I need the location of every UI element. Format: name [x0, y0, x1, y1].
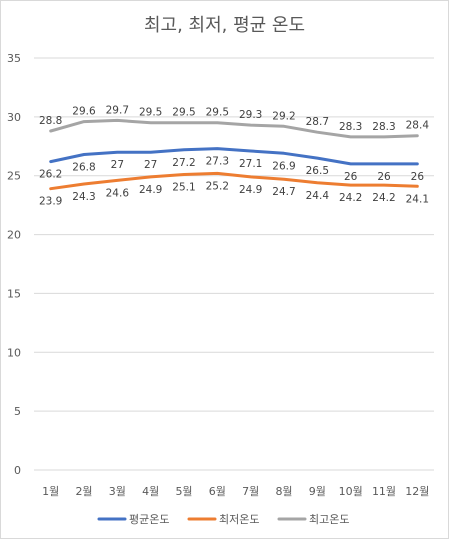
data-label-s1-3: 24.6 — [106, 187, 130, 199]
data-label-s1-6: 25.2 — [206, 180, 229, 192]
x-tick-label-12: 12월 — [405, 485, 429, 498]
data-label-s2-11: 28.3 — [372, 121, 395, 133]
data-label-s1-8: 24.7 — [272, 186, 295, 198]
x-tick-label-5: 5월 — [175, 485, 192, 498]
data-label-s2-10: 28.3 — [339, 121, 362, 133]
y-tick-label-15: 15 — [7, 287, 21, 300]
data-label-s0-5: 27.2 — [172, 157, 195, 169]
data-label-s1-9: 24.4 — [306, 190, 330, 202]
data-label-s2-6: 29.5 — [206, 107, 229, 119]
data-label-s0-12: 26 — [411, 171, 425, 183]
x-tick-label-9: 9월 — [309, 485, 326, 498]
data-label-s1-11: 24.2 — [372, 192, 395, 204]
legend-label-0: 평균온도 — [129, 513, 169, 526]
data-label-s2-2: 29.6 — [72, 106, 96, 118]
data-label-s0-6: 27.3 — [206, 156, 229, 168]
data-label-s0-1: 26.2 — [39, 169, 62, 181]
data-label-s2-8: 29.2 — [272, 110, 295, 122]
data-label-s0-4: 27 — [144, 159, 157, 171]
data-label-s2-12: 28.4 — [406, 120, 430, 132]
chart-title: 최고, 최저, 평균 온도 — [143, 15, 306, 36]
y-tick-label-25: 25 — [7, 170, 21, 183]
data-label-s1-10: 24.2 — [339, 192, 362, 204]
y-tick-label-35: 35 — [7, 52, 21, 65]
data-label-s1-12: 24.1 — [406, 193, 429, 205]
x-tick-label-4: 4월 — [142, 485, 159, 498]
x-tick-label-1: 1월 — [42, 485, 59, 498]
data-label-s0-9: 26.5 — [306, 165, 329, 177]
data-label-s2-1: 28.8 — [39, 115, 62, 127]
data-label-s1-7: 24.9 — [239, 184, 262, 196]
y-tick-label-20: 20 — [7, 229, 21, 242]
y-tick-label-5: 5 — [14, 405, 21, 418]
x-tick-label-10: 10월 — [339, 485, 363, 498]
data-label-s2-4: 29.5 — [139, 107, 162, 119]
data-label-s1-2: 24.3 — [72, 191, 95, 203]
series-line-1 — [49, 171, 419, 191]
data-label-s0-3: 27 — [111, 159, 124, 171]
data-label-s1-1: 23.9 — [39, 196, 62, 208]
legend-label-2: 최고온도 — [309, 513, 349, 526]
data-label-s2-7: 29.3 — [239, 109, 262, 121]
y-tick-label-30: 30 — [7, 111, 21, 124]
y-tick-label-0: 0 — [14, 464, 21, 477]
x-tick-label-11: 11월 — [372, 485, 396, 498]
x-tick-label-2: 2월 — [75, 485, 92, 498]
x-tick-label-8: 8월 — [275, 485, 292, 498]
data-label-s2-5: 29.5 — [172, 107, 195, 119]
data-label-s2-9: 28.7 — [306, 116, 329, 128]
data-label-s0-8: 26.9 — [272, 160, 295, 172]
x-tick-label-6: 6월 — [209, 485, 226, 498]
data-label-s0-10: 26 — [344, 171, 358, 183]
series-line-0 — [49, 147, 419, 166]
x-tick-label-7: 7월 — [242, 485, 259, 498]
y-tick-label-10: 10 — [7, 346, 21, 359]
data-label-s2-3: 29.7 — [106, 104, 129, 116]
series-line-2 — [49, 118, 419, 139]
data-label-s0-7: 27.1 — [239, 158, 262, 170]
legend-label-1: 최저온도 — [219, 513, 259, 526]
data-label-s1-5: 25.1 — [172, 182, 195, 194]
data-label-s0-11: 26 — [377, 171, 391, 183]
data-label-s0-2: 26.8 — [72, 162, 95, 174]
data-label-s1-4: 24.9 — [139, 184, 162, 196]
x-tick-label-3: 3월 — [109, 485, 126, 498]
